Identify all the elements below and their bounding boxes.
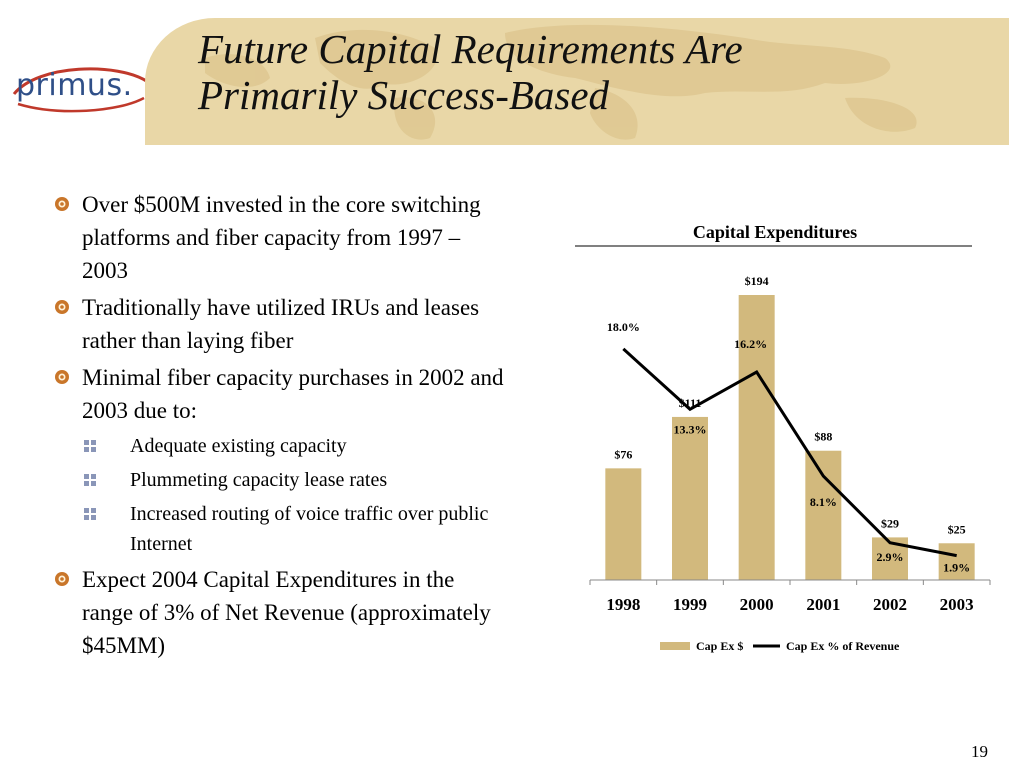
bar-label-2000: $194 <box>745 274 769 288</box>
line-label-1999: 13.3% <box>674 422 707 436</box>
company-logo: primus. <box>16 68 133 103</box>
bullet-icon <box>55 197 69 211</box>
x-tick-label-2003: 2003 <box>940 595 974 614</box>
title-line-1: Future Capital Requirements Are <box>198 26 743 72</box>
bar-2000 <box>738 295 775 580</box>
sub-bullet-item: Adequate existing capacity <box>54 431 504 461</box>
slide-header: primus. Future Capital Requirements Are … <box>0 0 1024 148</box>
bar-2001 <box>805 450 842 580</box>
sub-bullet-item: Increased routing of voice traffic over … <box>54 499 504 559</box>
sub-bullet-icon <box>84 474 96 486</box>
title-banner <box>145 18 1009 145</box>
legend-label-bar: Cap Ex $ <box>696 639 743 653</box>
x-tick-label-1998: 1998 <box>606 595 640 614</box>
bar-label-2002: $29 <box>881 516 899 530</box>
sub-bullet-text: Plummeting capacity lease rates <box>130 469 388 491</box>
bullet-text: Traditionally have utilized IRUs and lea… <box>82 295 480 353</box>
world-map-watermark-icon <box>205 24 917 140</box>
bullet-item: Over $500M invested in the core switchin… <box>54 188 504 287</box>
x-tick-label-2002: 2002 <box>873 595 907 614</box>
bar-2003 <box>938 543 975 580</box>
page-number: 19 <box>971 742 988 761</box>
line-label-2000: 16.2% <box>734 337 767 351</box>
bar-label-1999: $111 <box>679 396 702 410</box>
title-line-2: Primarily Success-Based <box>198 72 610 118</box>
sub-bullet-item: Plummeting capacity lease rates <box>54 465 504 495</box>
bullet-icon <box>55 370 69 384</box>
bullet-list: Over $500M invested in the core switchin… <box>54 188 504 666</box>
chart-title: Capital Expenditures <box>693 222 857 242</box>
bar-label-2003: $25 <box>948 522 966 536</box>
line-label-2002: 2.9% <box>877 550 904 564</box>
x-tick-label-2000: 2000 <box>740 595 774 614</box>
bullet-icon <box>55 572 69 586</box>
bar-1999 <box>672 416 708 580</box>
x-tick-label-1999: 1999 <box>673 595 707 614</box>
capex-chart: Capital Expenditures $76 $111 $194 $88 $29 $2… <box>560 210 1000 670</box>
bar-1998 <box>605 468 642 580</box>
x-tick-label-2001: 2001 <box>806 595 840 614</box>
bar-label-1998: $76 <box>614 447 632 461</box>
slide-title: Future Capital Requirements Are Primaril… <box>198 26 998 118</box>
bullet-text: Over $500M invested in the core switchin… <box>82 192 481 283</box>
line-label-2001: 8.1% <box>810 495 837 509</box>
legend-label-line: Cap Ex % of Revenue <box>786 639 900 653</box>
chart-svg: Capital Expenditures $76 $111 $194 $88 $29 $2… <box>575 222 991 653</box>
line-label-1998: 18.0% <box>607 320 640 334</box>
bullet-text: Minimal fiber capacity purchases in 2002… <box>82 365 504 423</box>
legend-swatch-bar <box>660 642 690 650</box>
logo-area: primus. <box>0 0 160 148</box>
capex-percent-line <box>622 347 957 558</box>
bullet-icon <box>55 300 69 314</box>
logo-swoosh-icon <box>12 67 149 113</box>
line-label-2003: 1.9% <box>943 561 970 575</box>
sub-bullet-icon <box>84 440 96 452</box>
bullet-text: Expect 2004 Capital Expenditures in the … <box>82 567 491 658</box>
sub-bullet-text: Adequate existing capacity <box>130 435 347 457</box>
bar-label-2001: $88 <box>814 430 832 444</box>
sub-bullet-text: Increased routing of voice traffic over … <box>130 503 489 555</box>
bullet-item: Expect 2004 Capital Expenditures in the … <box>54 563 504 662</box>
bullet-item: Minimal fiber capacity purchases in 2002… <box>54 361 504 427</box>
sub-bullet-icon <box>84 508 96 520</box>
bullet-item: Traditionally have utilized IRUs and lea… <box>54 291 504 357</box>
